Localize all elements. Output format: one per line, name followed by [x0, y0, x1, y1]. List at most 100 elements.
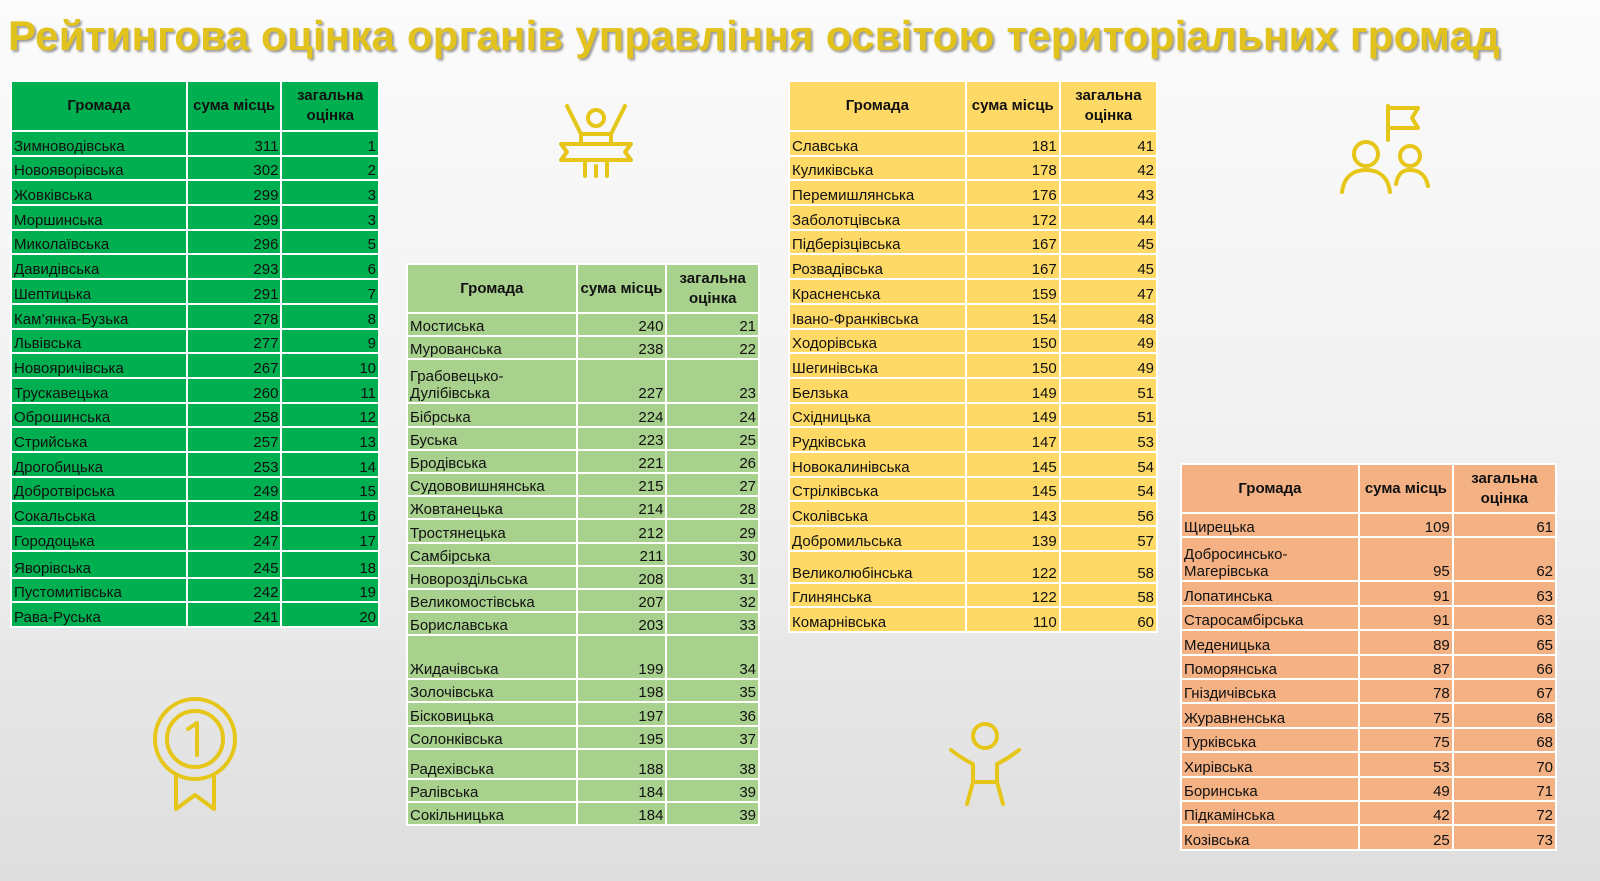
community-name: Моршинська — [10, 204, 188, 231]
overall-score: 29 — [665, 518, 760, 544]
table-row: Жовтанецька 214 28 — [406, 495, 760, 521]
table-row: Стрийська 257 13 — [10, 426, 380, 453]
overall-score: 23 — [665, 358, 760, 405]
header-community: Громада — [788, 80, 967, 132]
table-row: Новояворівська 302 2 — [10, 154, 380, 182]
community-name: Турківська — [1180, 726, 1360, 754]
sum-places: 109 — [1357, 511, 1454, 539]
community-name: Комарнівська — [788, 606, 967, 634]
sum-places: 311 — [185, 130, 283, 157]
community-name: Мурованська — [406, 335, 578, 361]
sum-places: 241 — [185, 601, 283, 629]
community-name: Добромильська — [788, 525, 967, 552]
community-name: Меденицька — [1180, 629, 1360, 656]
community-name: Розвадівська — [788, 253, 967, 281]
sum-places: 291 — [185, 278, 283, 305]
table-row: Городоцька 247 17 — [10, 525, 380, 552]
community-name: Бібрська — [406, 402, 578, 428]
sum-places: 242 — [185, 576, 283, 604]
overall-score: 41 — [1058, 130, 1159, 157]
table-row: Козівська 25 73 — [1180, 824, 1558, 851]
community-name: Мостиська — [406, 311, 578, 338]
overall-score: 51 — [1058, 376, 1159, 404]
sum-places: 89 — [1357, 629, 1454, 656]
sum-places: 167 — [964, 228, 1061, 256]
table-row: Боринська 49 71 — [1180, 775, 1558, 802]
table-row: Ходорівська 150 49 — [788, 327, 1159, 355]
table-row: Шегинівська 150 49 — [788, 352, 1159, 379]
table-row: Яворівська 245 18 — [10, 549, 380, 579]
community-name: Тростянецька — [406, 518, 578, 544]
community-name: Стрілківська — [788, 475, 967, 503]
table-row: Бібрська 224 24 — [406, 402, 760, 428]
sum-places: 122 — [964, 581, 1061, 609]
table-header-row: Громада сума місць загальна оцінка — [1180, 463, 1558, 514]
community-name: Перемишлянська — [788, 179, 967, 207]
table-row: Добротвірська 249 15 — [10, 475, 380, 503]
sum-places: 267 — [185, 352, 283, 379]
page-title: Рейтингова оцінка органів управління осв… — [8, 12, 1500, 59]
community-name: Сокальська — [10, 500, 188, 527]
sum-places: 198 — [575, 678, 668, 704]
table-row: Дрогобицька 253 14 — [10, 450, 380, 478]
sum-places: 277 — [185, 327, 283, 355]
community-name: Трускавецька — [10, 376, 188, 404]
overall-score: 31 — [665, 564, 760, 590]
table-row: Судововишнянська 215 27 — [406, 471, 760, 498]
overall-score: 16 — [280, 500, 380, 527]
sum-places: 203 — [575, 611, 668, 637]
table-row: Журавненська 75 68 — [1180, 702, 1558, 729]
overall-score: 26 — [665, 448, 760, 474]
community-name: Журавненська — [1180, 702, 1360, 729]
sum-places: 172 — [964, 204, 1061, 231]
ranking-table-3: Громада сума місць загальна оцінка Славська… — [788, 80, 1159, 634]
sum-places: 258 — [185, 401, 283, 429]
table-row: Львівська 277 9 — [10, 327, 380, 355]
table-row: Радехівська 188 38 — [406, 747, 760, 780]
overall-score: 57 — [1058, 525, 1159, 552]
table-row: Комарнівська 110 60 — [788, 606, 1159, 634]
table-row: Жовківська 299 3 — [10, 179, 380, 207]
community-name: Миколаївська — [10, 228, 188, 256]
sum-places: 221 — [575, 448, 668, 474]
overall-score: 56 — [1058, 500, 1159, 527]
overall-score: 27 — [665, 471, 760, 498]
sum-places: 257 — [185, 426, 283, 453]
table-row: Рудківська 147 53 — [788, 426, 1159, 453]
community-name: Щирецька — [1180, 511, 1360, 539]
overall-score: 33 — [665, 611, 760, 637]
table-row: Сокільницька 184 39 — [406, 800, 760, 827]
community-name: Рудківська — [788, 426, 967, 453]
community-name: Пустомитівська — [10, 576, 188, 604]
table-row: Буська 223 25 — [406, 425, 760, 451]
table-row: Глинянська 122 58 — [788, 581, 1159, 609]
table-row: Меденицька 89 65 — [1180, 629, 1558, 656]
overall-score: 49 — [1058, 352, 1159, 379]
overall-score: 25 — [665, 425, 760, 451]
sum-places: 91 — [1357, 580, 1454, 607]
community-name: Старосамбірська — [1180, 604, 1360, 632]
table-row: Підберізцівська 167 45 — [788, 228, 1159, 256]
sum-places: 110 — [964, 606, 1061, 634]
sum-places: 178 — [964, 154, 1061, 182]
community-name: Давидівська — [10, 253, 188, 281]
sum-places: 240 — [575, 311, 668, 338]
sum-places: 214 — [575, 495, 668, 521]
community-name: Яворівська — [10, 549, 188, 579]
overall-score: 10 — [280, 352, 380, 379]
overall-score: 39 — [665, 800, 760, 827]
table-row: Пустомитівська 242 19 — [10, 576, 380, 604]
table-row: Рава-Руська 241 20 — [10, 601, 380, 629]
table-row: Стрілківська 145 54 — [788, 475, 1159, 503]
table-row: Лопатинська 91 63 — [1180, 580, 1558, 607]
community-name: Ралівська — [406, 777, 578, 804]
table-row: Грабовецько-Дулібівська 227 23 — [406, 358, 760, 405]
community-name: Жовківська — [10, 179, 188, 207]
sum-places: 197 — [575, 701, 668, 727]
table-row: Добросинсько-Магерівська 95 62 — [1180, 536, 1558, 583]
community-name: Бориславська — [406, 611, 578, 637]
overall-score: 67 — [1451, 677, 1558, 705]
table-row: Щирецька 109 61 — [1180, 511, 1558, 539]
table-row: Сокальська 248 16 — [10, 500, 380, 527]
community-name: Боринська — [1180, 775, 1360, 802]
